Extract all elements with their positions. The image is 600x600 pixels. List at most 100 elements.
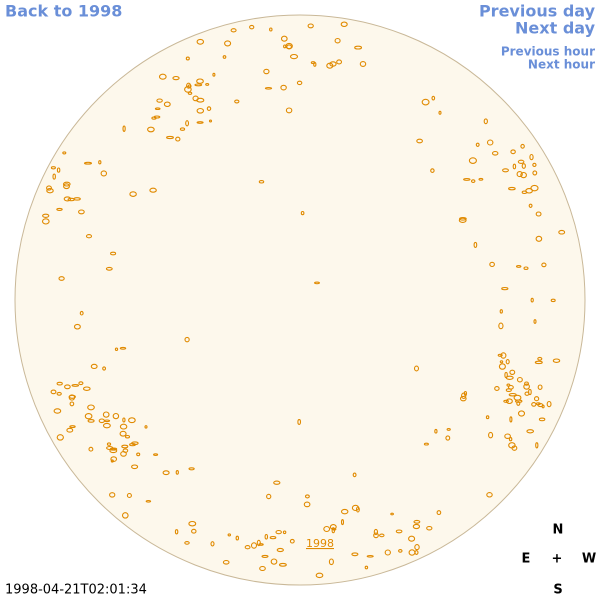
contour (494, 386, 500, 391)
contour (498, 322, 504, 330)
contour (98, 160, 102, 165)
previous-day-link[interactable]: Previous day (479, 2, 596, 21)
image-link[interactable]: 1998 (306, 537, 334, 550)
contours (41, 21, 566, 579)
contour (395, 529, 403, 534)
contour (314, 281, 320, 285)
previous-hour-link[interactable]: Previous hour (501, 45, 595, 59)
contour (352, 472, 357, 478)
contour (526, 429, 535, 434)
contour (414, 550, 419, 555)
contour (185, 56, 190, 61)
contour (258, 180, 265, 184)
contour (516, 171, 523, 178)
contour (121, 444, 129, 449)
contour (517, 410, 526, 417)
contour (524, 391, 530, 396)
contour (537, 384, 543, 390)
contour (162, 470, 170, 476)
contour (270, 558, 278, 565)
contour (163, 101, 171, 108)
contour (188, 520, 197, 527)
contour (507, 384, 514, 390)
contour (532, 170, 538, 176)
contour (46, 188, 54, 194)
contour (423, 442, 429, 446)
contour (105, 266, 113, 271)
compass-center: + (552, 552, 563, 567)
contour (131, 464, 139, 470)
contour (528, 203, 533, 208)
contour (52, 173, 56, 180)
contour (498, 363, 506, 370)
contour (541, 262, 547, 268)
contour (244, 545, 251, 550)
contour (258, 543, 264, 546)
contour (129, 191, 137, 197)
contour (56, 167, 61, 173)
contour (276, 547, 284, 553)
contour (62, 181, 71, 187)
contour (50, 166, 56, 170)
contour (106, 445, 114, 451)
contour (488, 431, 494, 439)
contour (354, 45, 363, 50)
contour (78, 381, 84, 386)
contour (336, 59, 343, 65)
contour (550, 298, 556, 303)
contour (186, 82, 192, 89)
contour (512, 163, 517, 170)
contour (505, 359, 510, 365)
contour (145, 499, 152, 503)
contour (112, 412, 120, 420)
contour (313, 61, 317, 67)
contour (56, 207, 63, 211)
contour (102, 422, 111, 429)
contour (109, 492, 116, 498)
contour (206, 106, 212, 111)
contour (172, 75, 180, 81)
contour (509, 369, 516, 375)
contour (373, 532, 379, 539)
contour (63, 196, 72, 202)
contour (509, 416, 513, 423)
contour (552, 358, 561, 363)
contour (535, 211, 542, 217)
contour (67, 197, 75, 202)
contour (46, 185, 52, 191)
contour (259, 565, 266, 572)
contour (175, 136, 181, 142)
contour (520, 171, 527, 179)
contour (53, 408, 62, 414)
contour (66, 427, 74, 433)
contour (68, 394, 76, 401)
contour (421, 98, 430, 106)
contour (149, 187, 157, 193)
contour (514, 399, 523, 403)
contour (558, 229, 566, 235)
contour (119, 430, 127, 437)
next-day-link[interactable]: Next day (515, 19, 596, 38)
contour (58, 276, 65, 281)
contour (431, 95, 436, 101)
back-link[interactable]: Back to 1998 (5, 2, 122, 21)
contour (461, 392, 467, 400)
contour (84, 413, 93, 420)
contour (102, 411, 110, 418)
contour (103, 419, 111, 423)
contour (413, 365, 420, 372)
contour (285, 107, 293, 114)
contour (179, 127, 186, 131)
contour (122, 125, 126, 132)
contour (515, 264, 522, 268)
contour (366, 554, 374, 558)
contour (222, 55, 227, 59)
contour (486, 492, 493, 498)
next-hour-link[interactable]: Next hour (528, 58, 595, 72)
contour (69, 425, 76, 429)
contour (234, 99, 240, 104)
contour (532, 162, 537, 168)
solar-disk (14, 14, 586, 586)
contour (523, 266, 529, 270)
